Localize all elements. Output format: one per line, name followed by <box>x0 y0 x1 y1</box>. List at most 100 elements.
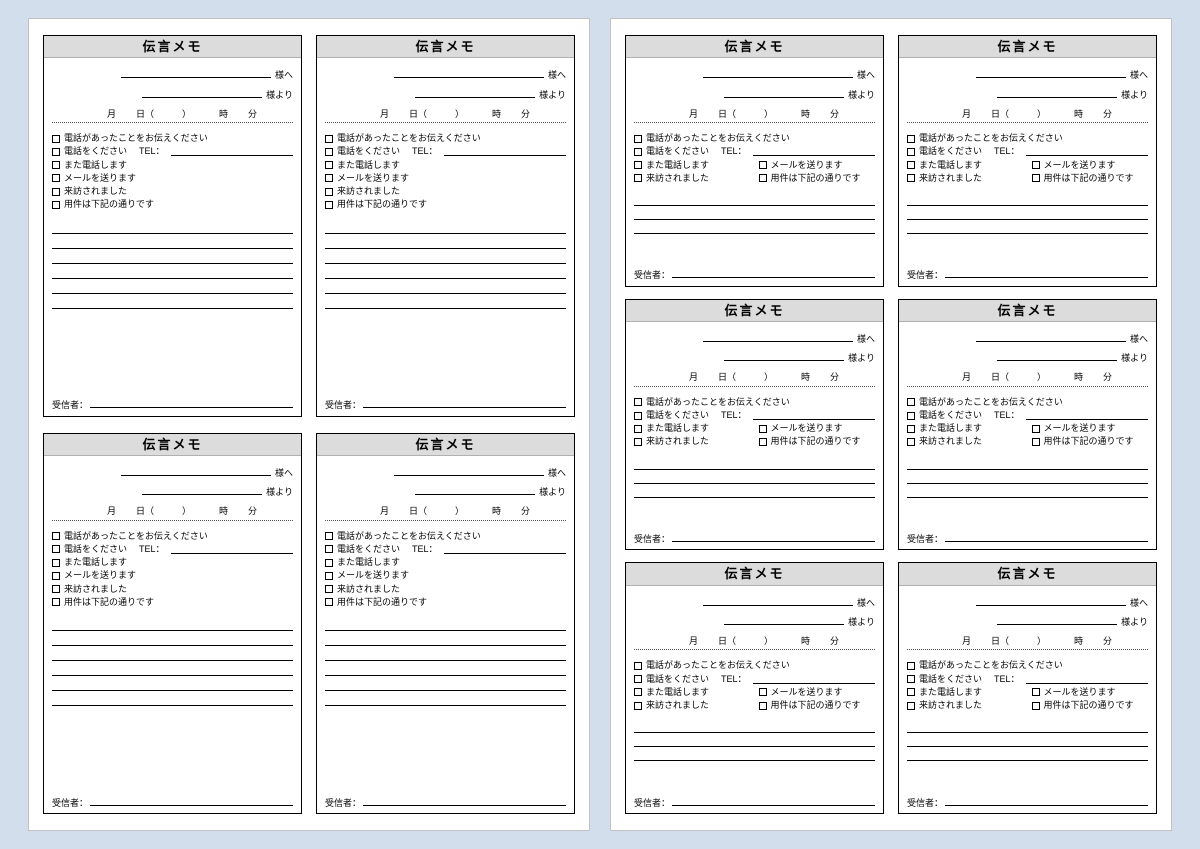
note-line[interactable] <box>52 296 293 309</box>
checkbox[interactable] <box>634 425 642 433</box>
checkbox[interactable] <box>634 688 642 696</box>
note-line[interactable] <box>325 678 566 691</box>
checkbox[interactable] <box>325 559 333 567</box>
checkbox[interactable] <box>1032 702 1040 710</box>
checkbox[interactable] <box>325 161 333 169</box>
to-fill[interactable] <box>703 68 853 78</box>
to-fill[interactable] <box>976 68 1126 78</box>
note-line[interactable] <box>52 266 293 279</box>
to-fill[interactable] <box>394 466 544 476</box>
checkbox[interactable] <box>52 188 60 196</box>
note-line[interactable] <box>325 618 566 631</box>
checkbox[interactable] <box>52 545 60 553</box>
checkbox[interactable] <box>759 688 767 696</box>
checkbox[interactable] <box>634 161 642 169</box>
to-fill[interactable] <box>976 332 1126 342</box>
receiver-fill[interactable] <box>672 268 875 278</box>
tel-fill[interactable] <box>1026 147 1148 156</box>
checkbox[interactable] <box>325 148 333 156</box>
checkbox[interactable] <box>1032 174 1040 182</box>
note-line[interactable] <box>52 236 293 249</box>
checkbox[interactable] <box>759 438 767 446</box>
checkbox[interactable] <box>634 662 642 670</box>
from-fill[interactable] <box>997 88 1117 98</box>
checkbox[interactable] <box>325 135 333 143</box>
checkbox[interactable] <box>759 161 767 169</box>
checkbox[interactable] <box>52 532 60 540</box>
tel-fill[interactable] <box>1026 411 1148 420</box>
checkbox[interactable] <box>1032 438 1040 446</box>
checkbox[interactable] <box>52 585 60 593</box>
checkbox[interactable] <box>325 545 333 553</box>
tel-fill[interactable] <box>444 147 566 156</box>
note-line[interactable] <box>634 486 875 498</box>
to-fill[interactable] <box>121 68 271 78</box>
note-line[interactable] <box>907 194 1148 206</box>
note-line[interactable] <box>907 208 1148 220</box>
receiver-fill[interactable] <box>945 532 1148 542</box>
checkbox[interactable] <box>759 702 767 710</box>
note-line[interactable] <box>325 281 566 294</box>
from-fill[interactable] <box>997 351 1117 361</box>
checkbox[interactable] <box>907 438 915 446</box>
note-line[interactable] <box>52 693 293 706</box>
to-fill[interactable] <box>703 596 853 606</box>
receiver-fill[interactable] <box>363 398 566 408</box>
tel-fill[interactable] <box>753 411 875 420</box>
checkbox[interactable] <box>1032 688 1040 696</box>
note-line[interactable] <box>52 618 293 631</box>
note-line[interactable] <box>325 221 566 234</box>
receiver-fill[interactable] <box>363 796 566 806</box>
to-fill[interactable] <box>121 466 271 476</box>
checkbox[interactable] <box>52 598 60 606</box>
note-line[interactable] <box>52 663 293 676</box>
note-line[interactable] <box>52 678 293 691</box>
receiver-fill[interactable] <box>90 796 293 806</box>
from-fill[interactable] <box>997 615 1117 625</box>
receiver-fill[interactable] <box>945 268 1148 278</box>
note-line[interactable] <box>907 749 1148 761</box>
checkbox[interactable] <box>325 174 333 182</box>
to-fill[interactable] <box>703 332 853 342</box>
checkbox[interactable] <box>907 398 915 406</box>
checkbox[interactable] <box>325 188 333 196</box>
checkbox[interactable] <box>907 675 915 683</box>
note-line[interactable] <box>325 648 566 661</box>
checkbox[interactable] <box>325 598 333 606</box>
note-line[interactable] <box>325 266 566 279</box>
from-fill[interactable] <box>724 351 844 361</box>
checkbox[interactable] <box>759 425 767 433</box>
tel-fill[interactable] <box>753 675 875 684</box>
checkbox[interactable] <box>907 688 915 696</box>
note-line[interactable] <box>634 472 875 484</box>
checkbox[interactable] <box>907 148 915 156</box>
note-line[interactable] <box>52 221 293 234</box>
checkbox[interactable] <box>325 532 333 540</box>
receiver-fill[interactable] <box>672 532 875 542</box>
tel-fill[interactable] <box>444 545 566 554</box>
note-line[interactable] <box>634 735 875 747</box>
checkbox[interactable] <box>907 425 915 433</box>
note-line[interactable] <box>634 749 875 761</box>
checkbox[interactable] <box>52 572 60 580</box>
note-line[interactable] <box>52 648 293 661</box>
checkbox[interactable] <box>907 174 915 182</box>
checkbox[interactable] <box>325 572 333 580</box>
note-line[interactable] <box>325 251 566 264</box>
checkbox[interactable] <box>325 585 333 593</box>
note-line[interactable] <box>634 458 875 470</box>
note-line[interactable] <box>907 458 1148 470</box>
tel-fill[interactable] <box>171 147 293 156</box>
checkbox[interactable] <box>634 135 642 143</box>
from-fill[interactable] <box>142 88 262 98</box>
note-line[interactable] <box>907 472 1148 484</box>
receiver-fill[interactable] <box>945 796 1148 806</box>
tel-fill[interactable] <box>753 147 875 156</box>
checkbox[interactable] <box>634 148 642 156</box>
checkbox[interactable] <box>907 161 915 169</box>
tel-fill[interactable] <box>171 545 293 554</box>
checkbox[interactable] <box>634 675 642 683</box>
checkbox[interactable] <box>52 135 60 143</box>
note-line[interactable] <box>634 721 875 733</box>
from-fill[interactable] <box>415 88 535 98</box>
